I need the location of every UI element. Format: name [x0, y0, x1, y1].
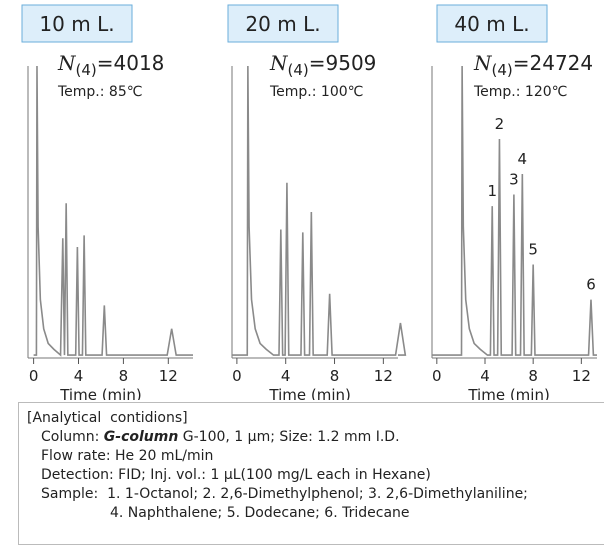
x-tick-label: 4 — [281, 367, 291, 385]
plate-subscript: (4) — [288, 61, 309, 79]
x-tick-label: 8 — [528, 367, 538, 385]
plate-subscript: (4) — [76, 61, 97, 79]
peak-label: 5 — [528, 241, 538, 259]
x-axis-label: Time (min) — [59, 386, 141, 400]
plate-symbol: N — [269, 51, 289, 75]
plate-value: =9509 — [309, 51, 377, 75]
trace — [232, 65, 407, 356]
title-box — [436, 4, 548, 43]
x-tick-label: 0 — [232, 367, 242, 385]
x-tick-label: 0 — [432, 367, 442, 385]
plate-symbol: N — [57, 51, 77, 75]
x-tick-label: 4 — [74, 367, 84, 385]
plate-number: N(4)=4018 — [57, 51, 164, 79]
temperature: Temp.: 85℃ — [57, 84, 142, 100]
x-tick-label: 8 — [330, 367, 340, 385]
column-rest: G-100, 1 µm; Size: 1.2 mm I.D. — [178, 429, 400, 445]
peak-label: 6 — [586, 276, 596, 294]
peak-label: 4 — [518, 150, 528, 168]
plate-number: N(4)=24724 — [473, 51, 593, 79]
plate-subscript: (4) — [492, 61, 513, 79]
peak-label: 1 — [487, 182, 497, 200]
column-line: Column: G-column G-100, 1 µm; Size: 1.2 … — [19, 428, 604, 447]
peak-label: 3 — [509, 170, 519, 188]
temperature: Temp.: 120℃ — [473, 84, 567, 100]
panel-title: 10 m L. — [39, 12, 114, 36]
condition-line: 4. Naphthalene; 5. Dodecane; 6. Tridecan… — [110, 505, 410, 521]
panel-title: 20 m L. — [245, 12, 320, 36]
x-tick-label: 12 — [374, 367, 393, 385]
x-tick-label: 12 — [159, 367, 178, 385]
x-tick-label: 0 — [29, 367, 39, 385]
plate-number: N(4)=9509 — [269, 51, 376, 79]
conditions-title: [Analytical contidions] — [27, 410, 188, 426]
condition-line: Flow rate: He 20 mL/min — [41, 448, 214, 464]
peak-label: 2 — [495, 115, 505, 133]
plate-value: =24724 — [513, 51, 593, 75]
trace — [432, 65, 597, 356]
x-tick-label: 8 — [119, 367, 129, 385]
x-axis-label: Time (min) — [268, 386, 350, 400]
title-box — [21, 4, 133, 43]
column-label: Column: — [41, 429, 104, 445]
plate-symbol: N — [473, 51, 493, 75]
x-tick-label: 12 — [572, 367, 591, 385]
conditions-box: [Analytical contidions] Column: G-column… — [18, 402, 604, 545]
x-tick-label: 4 — [480, 367, 490, 385]
temperature: Temp.: 100℃ — [269, 84, 363, 100]
trace — [33, 65, 193, 357]
panel-title: 40 m L. — [454, 12, 529, 36]
plate-value: =4018 — [97, 51, 165, 75]
condition-line: Sample: 1. 1-Octanol; 2. 2,6-Dimethylphe… — [41, 486, 528, 502]
condition-line: Detection: FID; Inj. vol.: 1 µL(100 mg/L… — [41, 467, 431, 483]
column-name: G-column — [103, 429, 179, 445]
x-axis-label: Time (min) — [467, 386, 549, 400]
title-box — [227, 4, 339, 43]
